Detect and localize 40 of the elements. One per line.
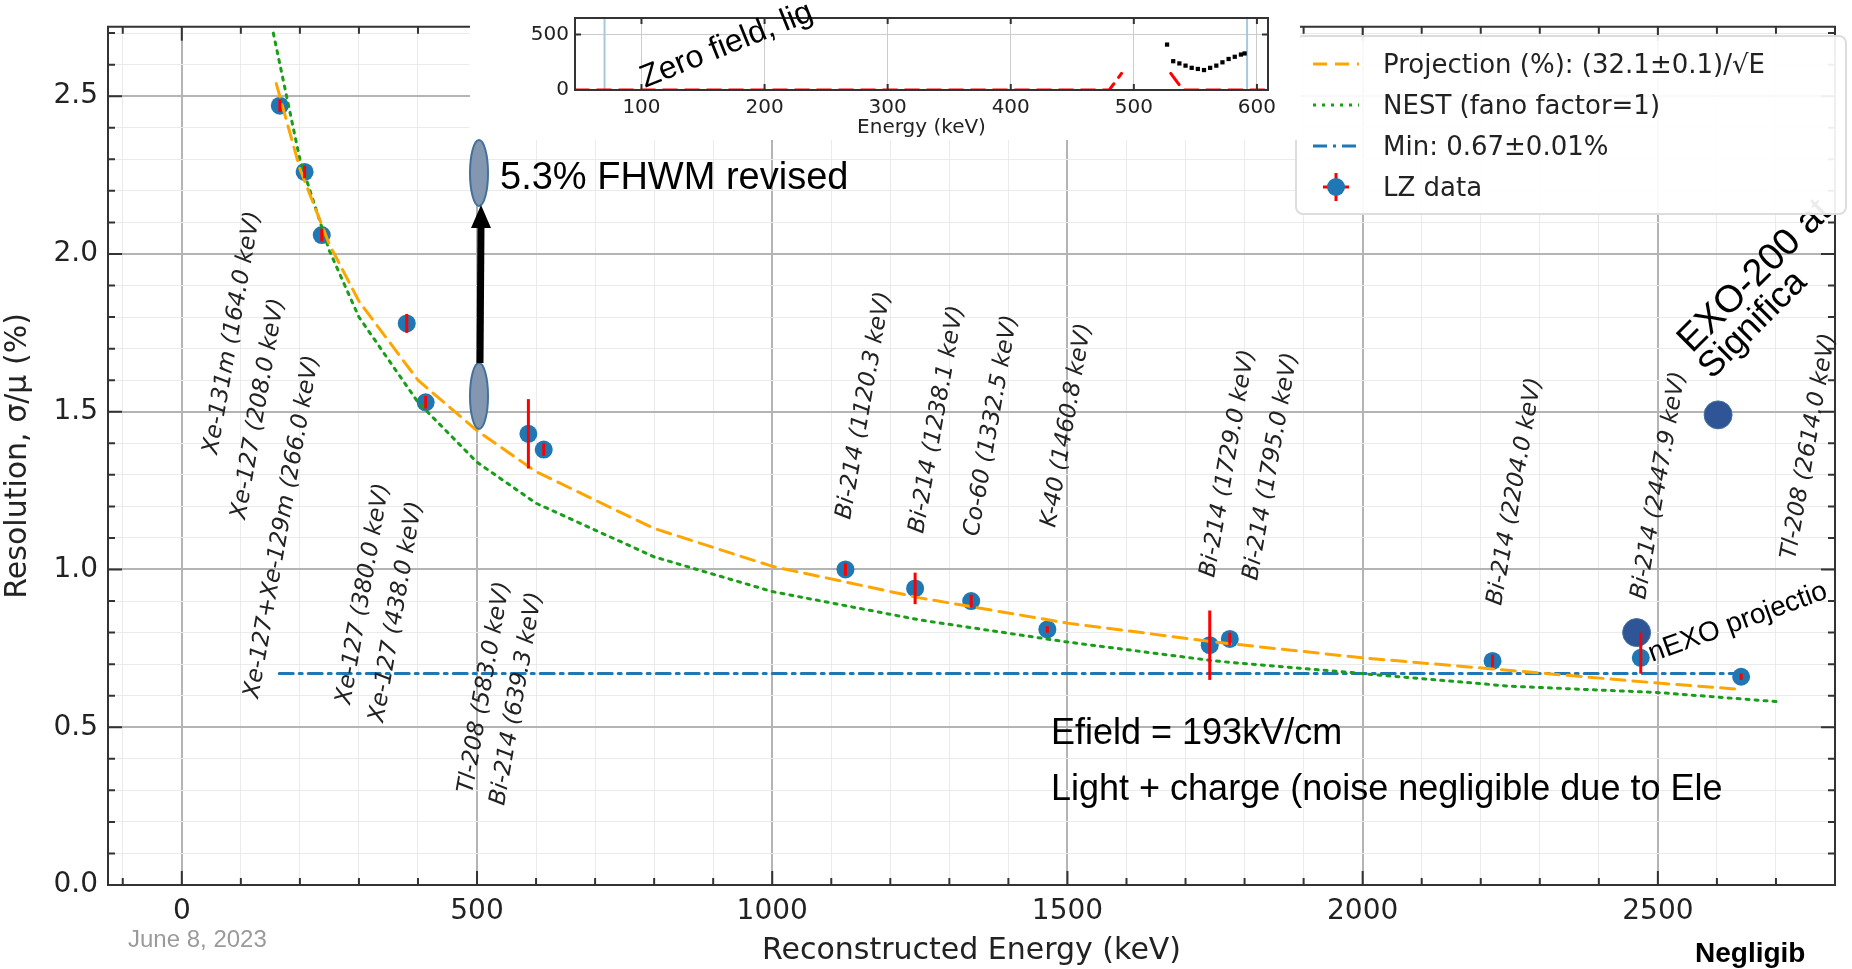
legend-label: LZ data — [1383, 171, 1483, 202]
x-tick-label: 500 — [1114, 94, 1153, 119]
point — [1177, 61, 1182, 66]
x-tick-label: 2500 — [1622, 893, 1694, 927]
y-tick-label: 0.5 — [53, 708, 98, 742]
x-tick-label: 100 — [622, 94, 661, 119]
annotation: Bi-214 (2447.9 keV) — [1624, 369, 1690, 601]
point — [1226, 56, 1231, 62]
x-tick-label: 1000 — [736, 893, 808, 927]
x-tick-label: 500 — [450, 893, 504, 927]
x-tick-label: 0 — [172, 893, 191, 927]
point — [1183, 63, 1188, 68]
y-axis-title: Resolution, σ/μ (%) — [0, 313, 33, 599]
y-tick-label: 2.5 — [53, 77, 98, 111]
x-tick-label: 200 — [745, 94, 784, 119]
y-tick-label: 0.0 — [53, 866, 98, 900]
point — [1220, 60, 1225, 65]
y-tick-label: 2.0 — [53, 235, 98, 269]
text: Negligib — [1695, 937, 1806, 968]
x-tick-label: 1500 — [1031, 893, 1104, 927]
annotation: Tl-208 (2614.0 keV) — [1774, 330, 1840, 561]
annotation: Light + charge (noise negligible due to Ele — [1051, 767, 1723, 808]
x-tick-label: 600 — [1237, 94, 1277, 119]
x-tick-label: 400 — [991, 94, 1030, 119]
legend-label: Min: 0.67±0.01% — [1383, 130, 1609, 161]
annotation: Zero field, lig — [634, 0, 818, 95]
y-tick-label: 1.5 — [53, 393, 98, 427]
annotation: Efield = 193kV/cm — [1051, 711, 1343, 752]
x-axis-title: Reconstructed Energy (keV) — [761, 930, 1182, 966]
legend-label: Projection (%): (32.1±0.1)/√E — [1383, 48, 1765, 79]
text: June 8, 2023 — [128, 925, 267, 952]
annotation: K-40 (1460.8 keV) — [1034, 320, 1096, 529]
annotation: 5.3% FHWM revised — [500, 155, 849, 197]
annotation: Bi-214 (2204.0 keV) — [1480, 375, 1546, 607]
point — [1242, 51, 1247, 56]
annotation: Bi-214 (1120.3 keV) — [829, 289, 895, 521]
y-tick-label: 1.0 — [53, 550, 98, 584]
point — [1164, 42, 1170, 47]
legend-label: NEST (fano factor=1) — [1383, 89, 1661, 120]
x-tick-label: 2000 — [1327, 893, 1399, 927]
